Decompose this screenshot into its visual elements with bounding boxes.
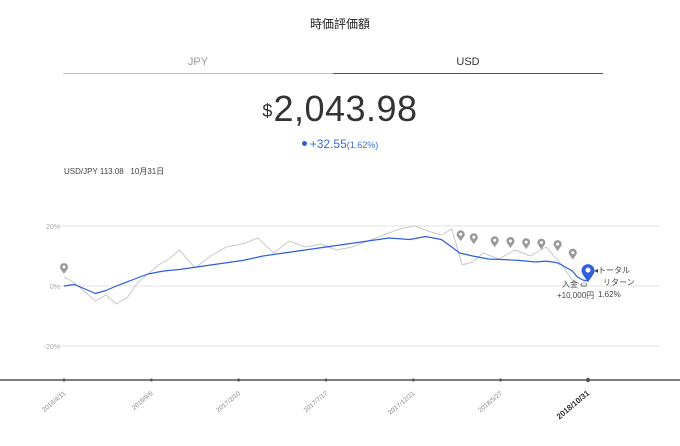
event-pin-dot [62,265,66,269]
event-pin-icon [522,238,531,250]
y-tick-label: 20% [46,224,60,231]
x-tick-dot [585,377,591,383]
comparison-line [63,225,584,305]
event-pin-dot [539,241,543,245]
y-tick-label: -20% [44,344,60,351]
x-tick-label: 2017/12/21 [387,390,417,417]
event-pin-icon [456,230,465,242]
x-tick-label: 2018/5/27 [477,390,504,414]
annotation-deposit-label: 入金 ⛀ [562,279,588,289]
x-tick-dot [149,378,153,382]
x-tick-dot [237,378,241,382]
x-tick-label: 2016/4/11 [41,390,68,414]
event-pin-dot [508,239,512,243]
annotation-total-value: 1.62% [598,290,621,299]
x-tick-label: 2017/2/10 [215,390,242,414]
current-location-pin-dot [585,267,591,273]
x-tick-dot [499,378,503,382]
event-pin-dot [493,238,497,242]
page-title: 時価評価額 [309,17,370,31]
event-pin-icon [469,233,478,245]
portfolio-line [63,235,589,295]
event-pin-dot [571,251,575,255]
event-pin-icon [490,236,499,248]
tab-jpy[interactable]: JPY [63,52,333,74]
event-pin-icon [553,240,562,252]
x-tick-label: 2017/7/17 [303,390,330,414]
annotation-deposit-amount: +10,000円 [557,291,594,300]
event-pin-icon [568,248,577,260]
change-dot-icon [301,141,307,146]
change-percent: (1.62%) [346,140,379,150]
x-tick-dot [324,378,328,382]
event-pin-icon [506,237,515,248]
annotation-total-label-2: リターン [603,278,635,287]
event-pin-icon [537,238,546,250]
event-pin-dot [459,232,463,236]
x-tick-dot [411,378,415,382]
tab-usd[interactable]: USD [333,52,603,74]
current-location-pin-icon [581,264,595,283]
annotation-total-label: ◂トータル [594,266,630,275]
currency-tabs: JPY USD [63,52,603,74]
event-pin-dot [524,240,528,244]
x-tick-label: 2018/10/31 [555,388,592,421]
event-pin-dot [472,235,476,239]
fx-rate: USD/JPY 113.08 10月31日 [64,166,164,177]
fx-rate-label: USD/JPY 113.08 [64,167,124,176]
fx-rate-date: 10月31日 [130,167,165,176]
event-pin-dot [556,242,560,246]
currency-symbol: $ [262,101,273,121]
change-display: +32.55(1.62%) [0,137,680,151]
y-tick-label: 0% [50,284,60,291]
valuation-amount: 2,043.98 [273,88,418,129]
valuation-display: $2,043.98 [0,88,680,130]
event-pin-icon [59,263,68,274]
change-amount: +32.55 [309,137,347,151]
x-tick-dot [62,378,66,382]
x-tick-label: 2016/9/6 [131,390,155,412]
